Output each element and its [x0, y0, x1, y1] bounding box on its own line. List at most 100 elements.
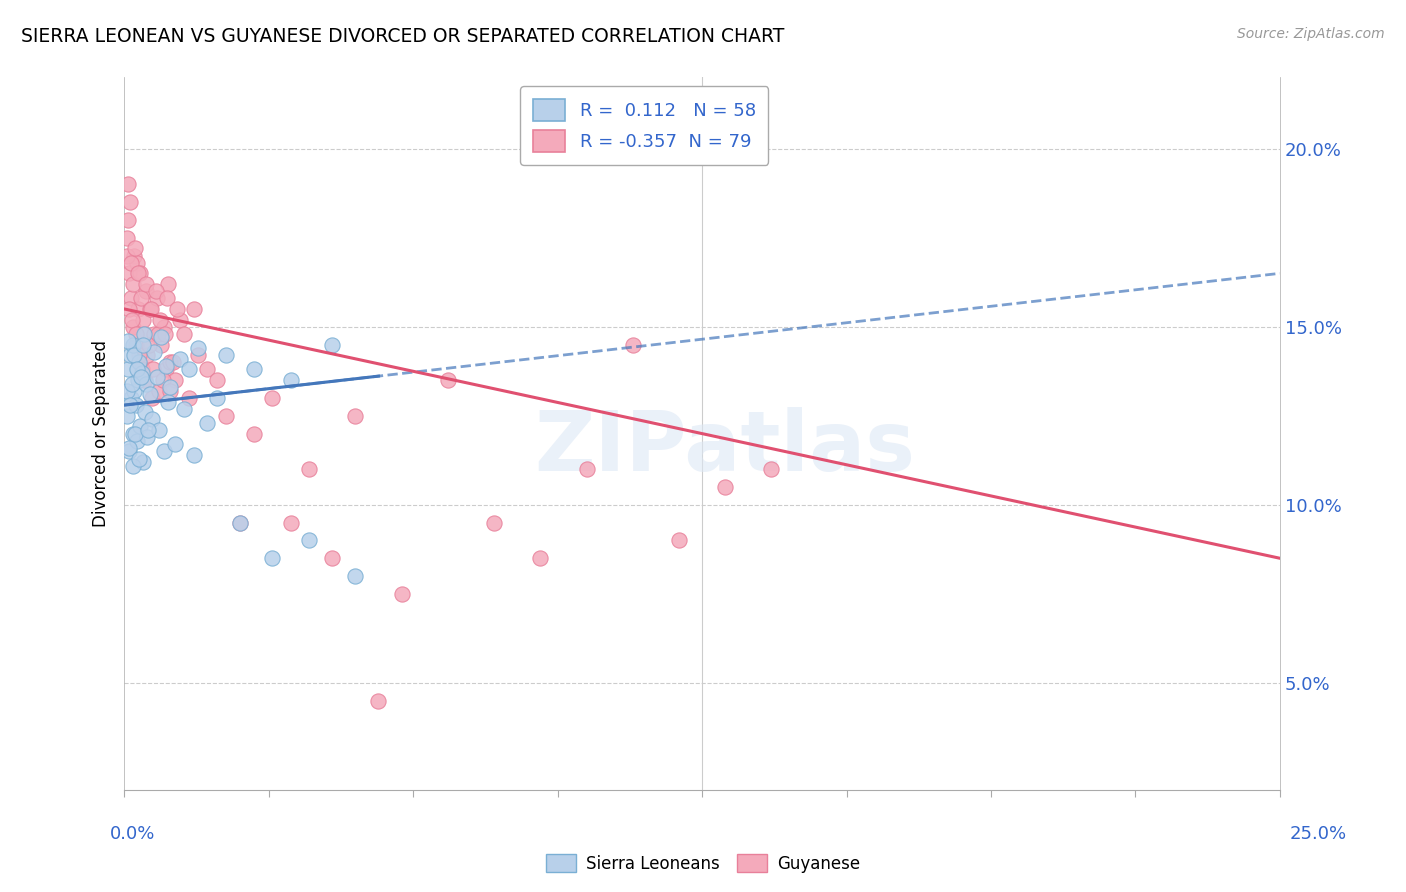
Point: [135, 277, 157, 291]
Point: [138, 387, 160, 401]
Point: [157, 277, 180, 291]
Point: [215, 409, 238, 423]
Point: [120, 255, 142, 269]
Point: [205, 391, 228, 405]
Point: [128, 451, 150, 466]
Point: [132, 337, 155, 351]
Point: [169, 351, 191, 366]
Point: [152, 373, 174, 387]
Point: [157, 394, 180, 409]
Point: [139, 301, 162, 316]
Point: [120, 398, 142, 412]
Point: [132, 455, 155, 469]
Point: [128, 348, 150, 362]
Point: [165, 373, 187, 387]
Point: [298, 533, 321, 548]
Point: [177, 362, 200, 376]
Point: [122, 458, 145, 473]
Point: [205, 373, 228, 387]
Point: [124, 241, 146, 255]
Point: [115, 230, 138, 244]
Point: [132, 326, 155, 341]
Point: [132, 312, 155, 326]
Point: [127, 434, 149, 448]
Point: [118, 301, 141, 316]
Point: [121, 277, 143, 291]
Point: [183, 448, 205, 462]
Point: [134, 373, 156, 387]
Point: [136, 430, 159, 444]
Point: [298, 462, 321, 476]
Point: [124, 248, 146, 262]
Point: [120, 291, 142, 305]
Point: [529, 551, 551, 566]
Point: [118, 444, 141, 458]
Point: [117, 178, 139, 192]
Point: [122, 348, 145, 362]
Point: [132, 373, 155, 387]
Point: [149, 312, 172, 326]
Point: [148, 384, 170, 398]
Point: [150, 330, 173, 344]
Text: Source: ZipAtlas.com: Source: ZipAtlas.com: [1237, 27, 1385, 41]
Point: [118, 266, 141, 280]
Point: [155, 359, 177, 373]
Point: [129, 369, 152, 384]
Point: [215, 348, 238, 362]
Text: SIERRA LEONEAN VS GUYANESE DIVORCED OR SEPARATED CORRELATION CHART: SIERRA LEONEAN VS GUYANESE DIVORCED OR S…: [21, 27, 785, 45]
Legend: R =  0.112   N = 58, R = -0.357  N = 79: R = 0.112 N = 58, R = -0.357 N = 79: [520, 87, 769, 165]
Point: [280, 516, 302, 530]
Point: [197, 362, 219, 376]
Point: [321, 337, 343, 351]
Point: [242, 426, 264, 441]
Point: [124, 426, 146, 441]
Point: [575, 462, 598, 476]
Point: [262, 391, 284, 405]
Point: [145, 291, 167, 305]
Point: [159, 355, 181, 369]
Point: [148, 423, 170, 437]
Point: [173, 401, 195, 416]
Point: [129, 266, 152, 280]
Point: [117, 362, 139, 376]
Point: [118, 195, 141, 210]
Point: [714, 480, 737, 494]
Point: [128, 355, 150, 369]
Point: [668, 533, 690, 548]
Point: [229, 516, 252, 530]
Point: [118, 441, 141, 455]
Point: [121, 426, 143, 441]
Point: [124, 384, 146, 398]
Point: [177, 391, 200, 405]
Point: [162, 355, 184, 369]
Point: [127, 301, 149, 316]
Point: [621, 337, 644, 351]
Y-axis label: Divorced or Separated: Divorced or Separated: [93, 340, 110, 527]
Point: [344, 409, 367, 423]
Point: [125, 362, 148, 376]
Point: [115, 409, 138, 423]
Point: [187, 348, 209, 362]
Point: [159, 380, 181, 394]
Point: [128, 355, 150, 369]
Point: [321, 551, 343, 566]
Point: [125, 326, 148, 341]
Point: [155, 362, 177, 376]
Point: [125, 337, 148, 351]
Point: [135, 376, 157, 391]
Point: [183, 301, 205, 316]
Point: [117, 334, 139, 348]
Point: [156, 291, 179, 305]
Point: [134, 405, 156, 419]
Point: [132, 326, 155, 341]
Point: [136, 348, 159, 362]
Point: [138, 337, 160, 351]
Point: [131, 362, 153, 376]
Point: [120, 391, 142, 405]
Point: [165, 437, 187, 451]
Point: [262, 551, 284, 566]
Point: [197, 416, 219, 430]
Legend: Sierra Leoneans, Guyanese: Sierra Leoneans, Guyanese: [540, 847, 866, 880]
Point: [145, 284, 167, 298]
Point: [143, 326, 166, 341]
